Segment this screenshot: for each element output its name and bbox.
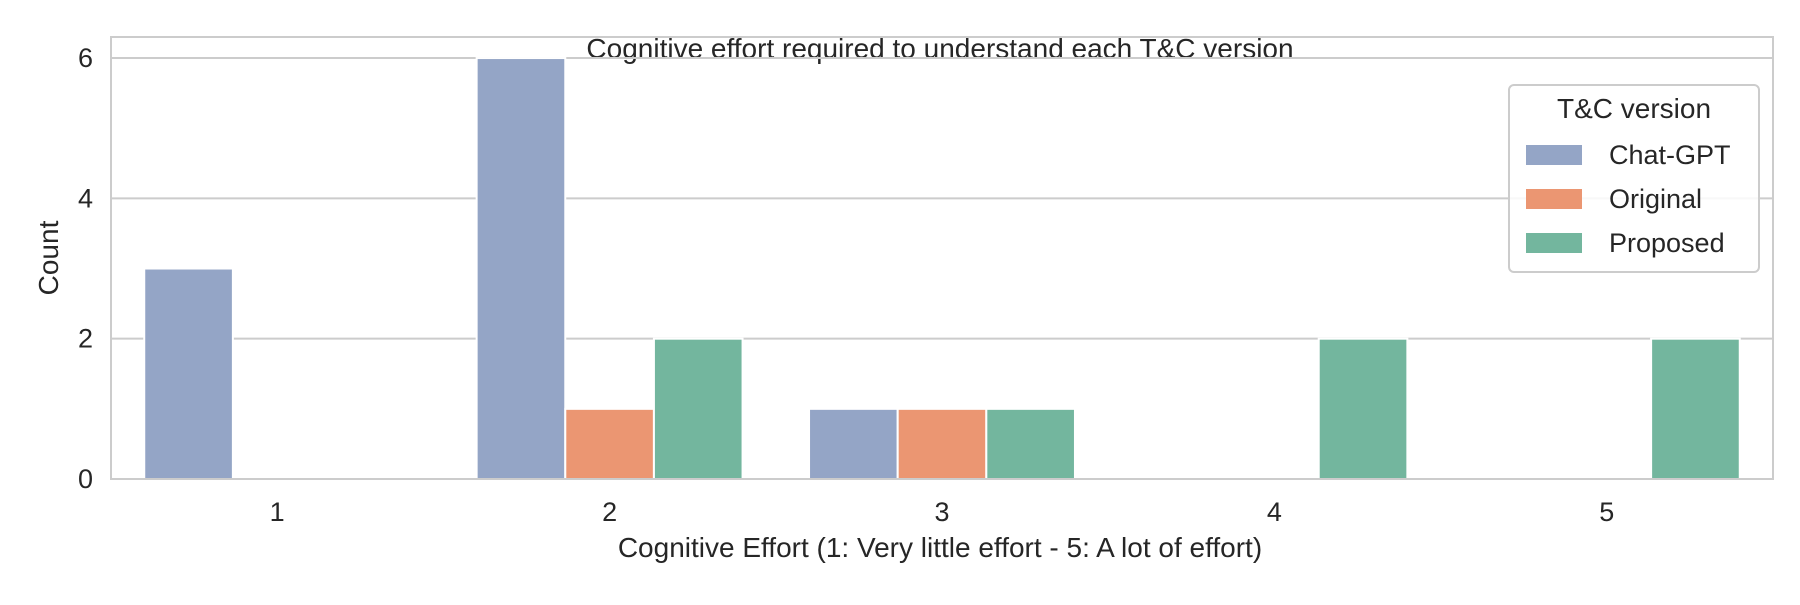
- legend: T&C version Chat-GPT Original Proposed: [1508, 84, 1760, 273]
- bar-proposed: [985, 407, 1076, 481]
- bar-original: [896, 407, 988, 481]
- y-tick-label: 6: [78, 43, 93, 73]
- legend-swatch: [1526, 145, 1582, 165]
- legend-box: [1508, 84, 1760, 273]
- bar-chat-gpt: [808, 407, 899, 481]
- y-tick-label: 2: [78, 324, 93, 354]
- legend-label: Proposed: [1609, 228, 1725, 258]
- x-tick-label: 5: [1599, 497, 1614, 527]
- bars: [143, 57, 1741, 481]
- legend-title: T&C version: [1557, 93, 1711, 124]
- y-axis-label: Count: [33, 220, 64, 295]
- x-tick-label: 4: [1267, 497, 1282, 527]
- x-tick-labels: 1 2 3 4 5: [270, 497, 1615, 527]
- legend-items: Chat-GPT Original Proposed: [1526, 140, 1731, 258]
- y-tick-label: 0: [78, 464, 93, 494]
- bar-chat-gpt: [475, 57, 567, 481]
- y-tick-label: 4: [78, 183, 93, 213]
- bar-chat-gpt: [143, 267, 234, 480]
- plot-frame: [110, 36, 1774, 480]
- x-tick-label: 1: [270, 497, 285, 527]
- legend-swatch: [1526, 189, 1582, 209]
- x-tick-label: 3: [934, 497, 949, 527]
- legend-label: Chat-GPT: [1609, 140, 1731, 170]
- bar-proposed: [1650, 337, 1741, 480]
- bar-proposed: [652, 337, 744, 480]
- bar-proposed: [1317, 337, 1409, 480]
- y-tick-labels: 0 2 4 6: [78, 43, 93, 494]
- legend-swatch: [1526, 233, 1582, 253]
- x-axis-label: Cognitive Effort (1: Very little effort …: [618, 532, 1262, 563]
- x-tick-label: 2: [602, 497, 617, 527]
- legend-label: Original: [1609, 184, 1702, 214]
- bar-original: [564, 407, 655, 481]
